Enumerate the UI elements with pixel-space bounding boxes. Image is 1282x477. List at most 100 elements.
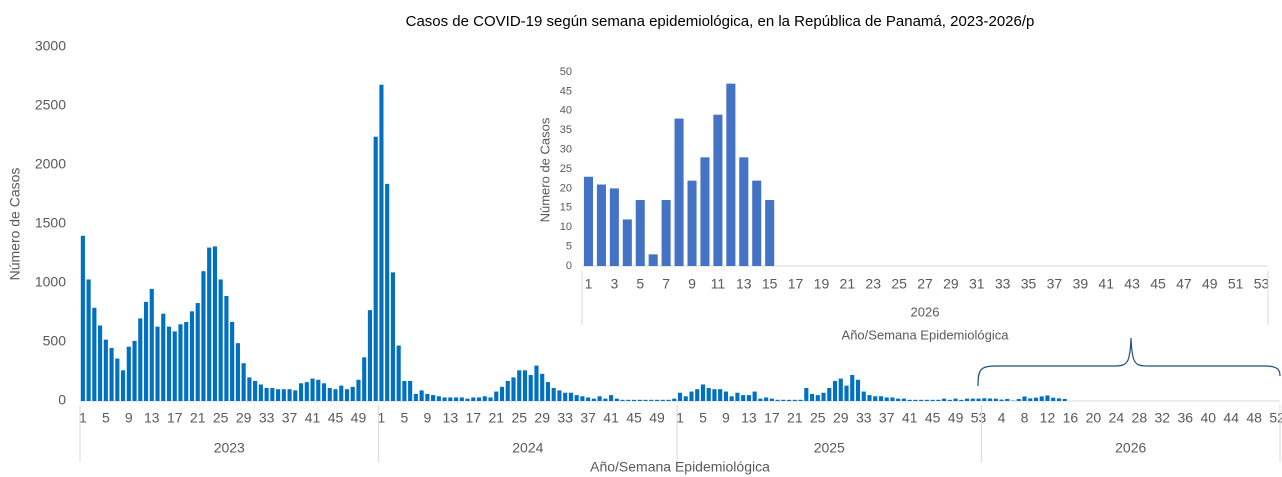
- bar: [396, 345, 401, 401]
- x-tick-label: 41: [305, 410, 321, 426]
- x-tick-label: 29: [534, 410, 550, 426]
- bar: [212, 246, 217, 401]
- x-tick-label: 49: [1202, 276, 1218, 292]
- bar: [1062, 398, 1067, 401]
- bar: [689, 391, 694, 401]
- bar: [913, 399, 918, 401]
- y-axis-title: Número de Casos: [7, 168, 23, 281]
- x-tick-label: 41: [603, 410, 619, 426]
- bar: [568, 392, 573, 401]
- y-tick-label: 2500: [35, 97, 66, 113]
- bar: [844, 385, 849, 401]
- bar: [522, 370, 528, 401]
- bar: [425, 393, 430, 401]
- x-tick-label: 33: [995, 276, 1011, 292]
- bar: [327, 388, 332, 401]
- bar: [448, 397, 453, 401]
- bar: [752, 391, 757, 401]
- bar: [281, 389, 286, 401]
- bar: [896, 398, 901, 401]
- y-tick-label: 40: [560, 105, 572, 117]
- x-tick-label: 13: [443, 410, 459, 426]
- x-tick-label: 41: [1098, 276, 1114, 292]
- y-tick-label: 30: [560, 144, 572, 156]
- bar: [218, 279, 223, 401]
- bar: [419, 390, 424, 401]
- bar: [677, 392, 683, 401]
- bar: [482, 396, 487, 401]
- x-tick-label: 13: [144, 410, 160, 426]
- x-tick-label: 37: [580, 410, 596, 426]
- bar: [166, 326, 172, 401]
- bar: [557, 390, 562, 401]
- chart-title: Casos de COVID-19 según semana epidemiol…: [406, 13, 1035, 30]
- bar: [499, 386, 505, 401]
- y-tick-label: 0: [566, 260, 572, 272]
- bar: [230, 321, 235, 401]
- bar: [310, 378, 315, 401]
- bar: [505, 380, 510, 401]
- bracket: [977, 337, 1281, 387]
- bar: [465, 398, 470, 401]
- x-tick-label: 9: [722, 410, 730, 426]
- x-tick-label: 1: [378, 410, 386, 426]
- bar: [1005, 398, 1010, 401]
- bar: [907, 399, 912, 401]
- x-tick-label: 45: [925, 410, 941, 426]
- x-tick-label: 45: [1150, 276, 1166, 292]
- bar: [293, 390, 298, 401]
- bar: [161, 313, 166, 401]
- bar: [580, 396, 585, 401]
- bar: [901, 398, 906, 401]
- bar: [138, 318, 143, 401]
- bar: [746, 395, 751, 401]
- bar: [379, 84, 384, 401]
- bar: [333, 389, 338, 401]
- bar: [792, 399, 797, 401]
- bar: [264, 388, 269, 401]
- bar: [551, 388, 556, 401]
- bar: [626, 399, 631, 401]
- bar: [103, 339, 108, 401]
- bar: [993, 398, 998, 401]
- x-tick-label: 8: [1021, 410, 1029, 426]
- bar: [442, 397, 447, 401]
- x-tick-label: 33: [557, 410, 573, 426]
- bar: [316, 379, 321, 401]
- bar: [614, 398, 619, 401]
- bar: [942, 398, 947, 401]
- x-tick-label: 9: [423, 410, 431, 426]
- bar: [545, 382, 551, 401]
- bar: [247, 377, 252, 401]
- bar: [643, 399, 648, 401]
- x-tick-label: 12: [1040, 410, 1056, 426]
- bar: [654, 399, 660, 401]
- bar: [739, 157, 749, 266]
- y-tick-label: 25: [560, 163, 572, 175]
- y-tick-label: 15: [560, 202, 572, 214]
- bar: [821, 392, 826, 401]
- x-tick-label: 13: [741, 410, 757, 426]
- bar: [270, 388, 275, 401]
- bar: [924, 399, 929, 401]
- bar: [385, 183, 390, 401]
- bar: [764, 397, 769, 401]
- bar: [471, 397, 476, 401]
- bar: [758, 398, 763, 401]
- x-tick-label: 33: [259, 410, 275, 426]
- bar: [953, 398, 958, 401]
- bar: [436, 396, 441, 401]
- y-tick-label: 2000: [35, 156, 66, 172]
- bar: [494, 391, 499, 401]
- x-tick-label: 21: [840, 276, 856, 292]
- bar: [706, 388, 711, 401]
- x-tick-label: 1: [585, 276, 593, 292]
- bar: [827, 388, 832, 401]
- bar: [591, 398, 596, 401]
- bar: [276, 389, 281, 401]
- x-tick-label: 49: [948, 410, 964, 426]
- bar: [982, 398, 987, 401]
- bar: [413, 393, 418, 401]
- bar: [178, 324, 183, 401]
